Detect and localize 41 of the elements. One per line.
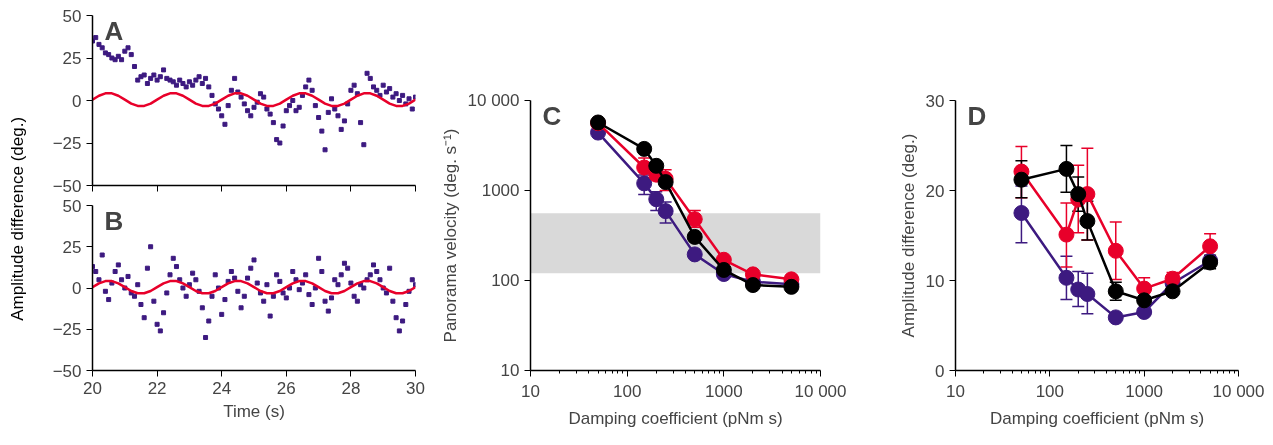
x-axis-title: Damping coefficient (pNm s) <box>989 408 1205 428</box>
y-axis-title: Amplitude difference (deg.) <box>7 116 27 321</box>
y-tick-label: 0 <box>935 361 945 381</box>
y-tick-label: 50 <box>62 6 82 26</box>
x-tick-label: 30 <box>406 378 425 398</box>
x-tick-label: 100 <box>1035 381 1065 401</box>
x-tick-label: 10 <box>946 381 965 401</box>
x-tick-label: 100 <box>612 381 642 401</box>
x-tick-label: 1000 <box>1125 381 1164 401</box>
chart-title: C <box>542 100 562 131</box>
y-axis-title: Panorama velocity (deg. s⁻¹) <box>440 128 460 343</box>
y-tick-label: −25 <box>52 134 82 153</box>
y-tick-label: −25 <box>52 320 82 340</box>
x-tick-label: 26 <box>276 378 296 398</box>
y-tick-label: 25 <box>62 49 82 68</box>
x-tick-label: 10 <box>521 381 540 401</box>
y-tick-label: 10 <box>925 271 945 291</box>
y-tick-label: 0 <box>72 91 82 111</box>
x-tick-label: 1000 <box>704 381 743 401</box>
x-tick-label: 22 <box>147 378 167 398</box>
x-tick-label: 10 000 <box>1212 381 1265 401</box>
chart-title: B <box>104 205 124 236</box>
y-tick-label: 25 <box>62 237 82 257</box>
y-tick-label: 20 <box>925 181 945 201</box>
x-tick-label: 24 <box>212 378 232 398</box>
y-tick-label: 30 <box>925 91 945 111</box>
y-tick-label: 1000 <box>481 181 520 200</box>
y-tick-label: 10 <box>500 361 520 380</box>
y-tick-label: −50 <box>52 176 82 196</box>
x-tick-label: 28 <box>341 378 361 398</box>
y-tick-label: 0 <box>72 279 82 298</box>
y-tick-label: −50 <box>52 361 82 381</box>
y-tick-label: 10 000 <box>467 91 520 110</box>
x-tick-label: 10 000 <box>794 381 847 401</box>
x-axis-title: Damping coefficient (pNm s) <box>568 408 783 428</box>
y-tick-label: 100 <box>491 271 520 290</box>
x-axis-title: Time (s) <box>223 401 285 421</box>
y-tick-label: 50 <box>62 196 82 216</box>
y-axis-title: Amplitude difference (deg.) <box>898 133 918 338</box>
chart-title: D <box>967 100 987 131</box>
chart-title: A <box>104 15 124 46</box>
